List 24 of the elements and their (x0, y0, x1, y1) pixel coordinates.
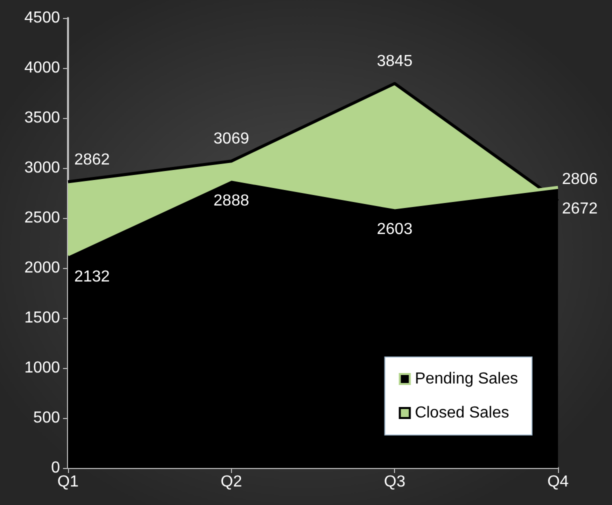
x-tick-label: Q4 (547, 474, 569, 490)
x-tick-label: Q3 (384, 474, 406, 490)
y-tick-label: 3500 (24, 110, 60, 126)
data-label: 2862 (74, 151, 110, 168)
x-tick-label: Q1 (57, 474, 79, 490)
y-tick-label: 1000 (24, 360, 60, 376)
y-tick-label: 500 (33, 410, 60, 426)
data-label: 3845 (376, 53, 413, 70)
legend-label: Closed Sales (414, 404, 510, 422)
y-tick-label: 4500 (24, 10, 60, 26)
y-tick-label: 3000 (24, 160, 60, 176)
data-label: 2603 (376, 221, 413, 238)
data-label: 3069 (214, 130, 250, 148)
y-tick-label: 2500 (24, 210, 60, 226)
data-label: 2672 (562, 200, 598, 218)
y-tick-label: 4000 (24, 60, 60, 76)
x-tick-label: Q2 (220, 474, 242, 490)
legend-label: Pending Sales (414, 370, 518, 388)
y-tick-label: 0 (51, 460, 60, 476)
data-label: 2132 (74, 268, 110, 286)
y-tick-label: 2000 (24, 260, 60, 276)
data-label: 2888 (214, 192, 250, 210)
y-tick-label: 1500 (24, 310, 60, 326)
data-label: 2806 (562, 170, 598, 188)
